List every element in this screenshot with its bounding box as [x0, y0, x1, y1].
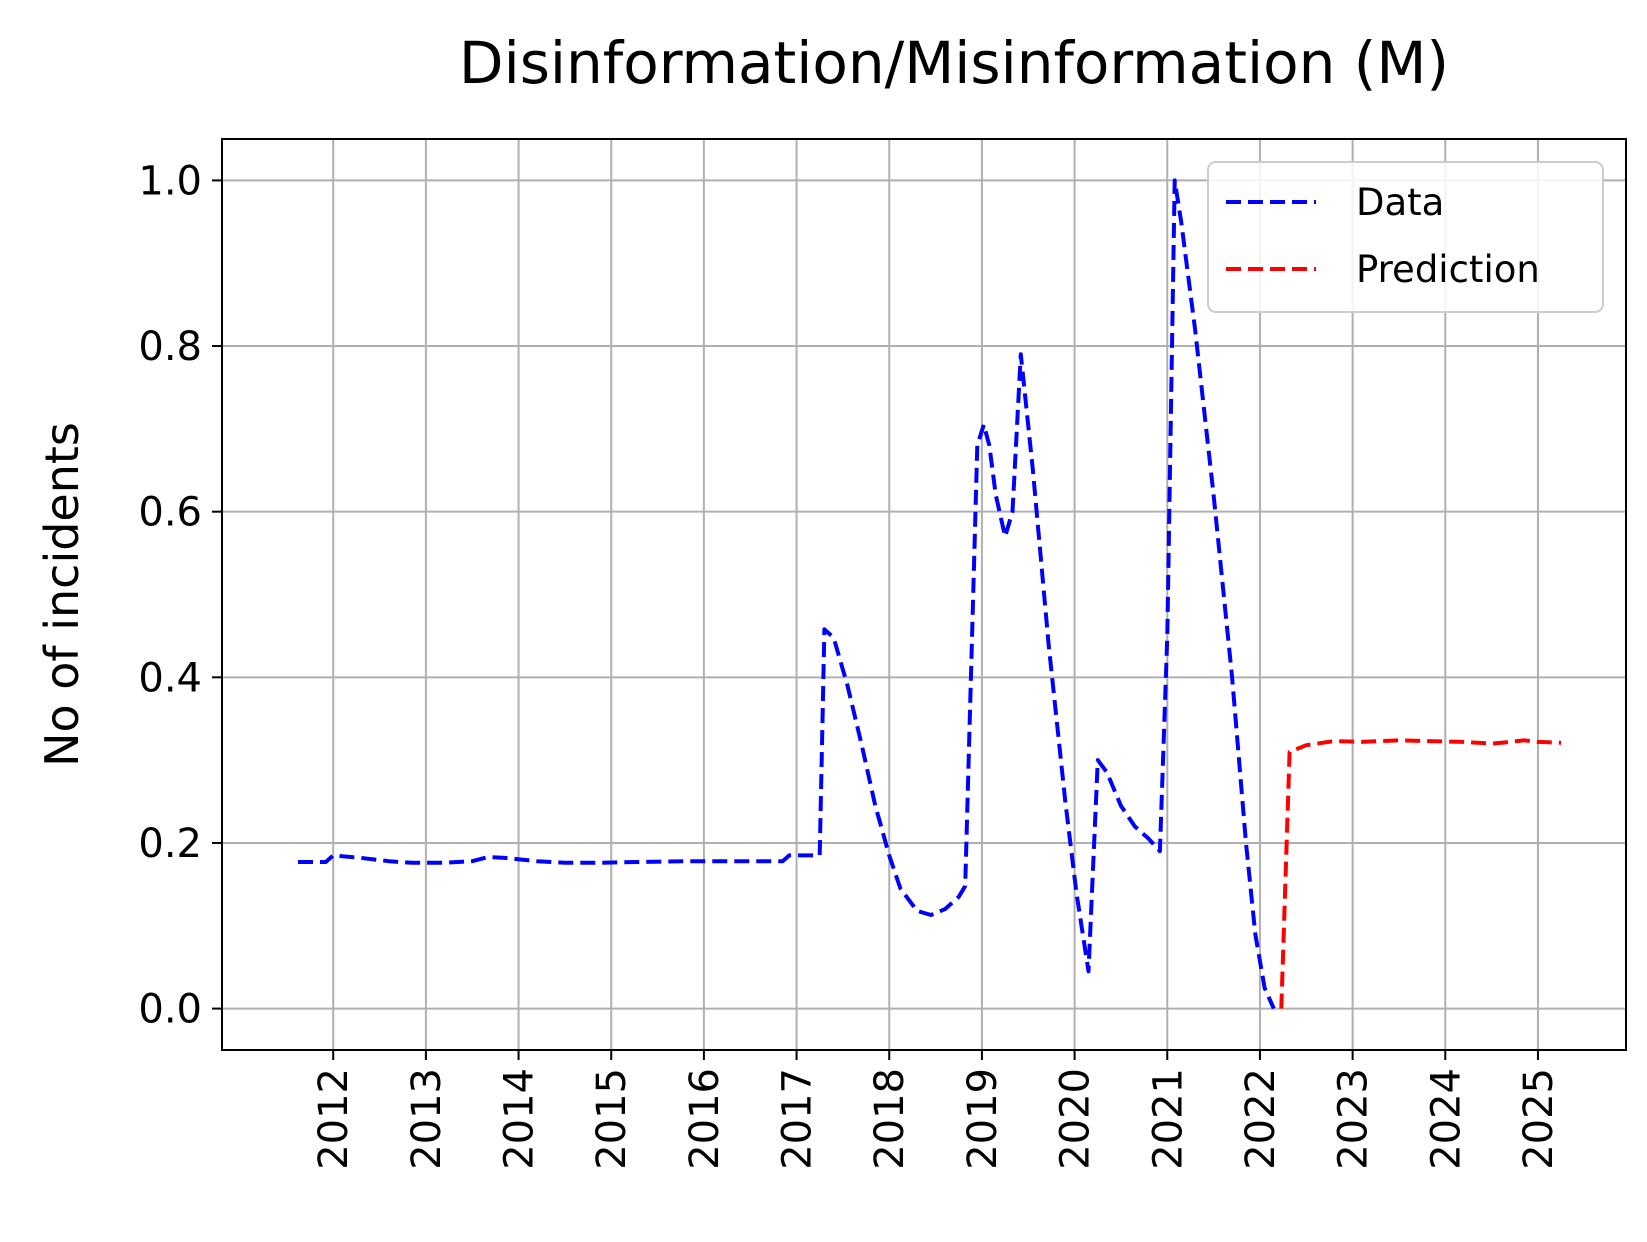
y-tick-label: 1.0 [138, 158, 202, 204]
chart-title: Disinformation/Misinformation (M) [459, 29, 1449, 97]
x-tick-label: 2018 [867, 1068, 913, 1170]
x-tick-label: 2023 [1331, 1068, 1377, 1170]
y-axis: 0.0 0.2 0.4 0.6 0.8 1.0 [138, 158, 222, 1033]
legend: Data Prediction [1207, 161, 1604, 313]
y-tick-label: 0.2 [138, 821, 202, 867]
x-tick-label: 2017 [775, 1068, 821, 1170]
series-line-prediction [1279, 738, 1562, 1009]
y-tick-label: 0.4 [138, 655, 202, 701]
plot-frame [221, 138, 1627, 1051]
x-tick-label: 2024 [1423, 1068, 1469, 1170]
legend-label-prediction: Prediction [1356, 248, 1540, 291]
y-tick-label: 0.0 [138, 987, 202, 1033]
y-tick-label: 0.8 [138, 324, 202, 370]
legend-label-data: Data [1356, 181, 1444, 224]
series-line-data [298, 178, 1276, 1010]
series-layer [298, 178, 1562, 1010]
x-tick-label: 2021 [1145, 1068, 1191, 1170]
x-tick-label: 2025 [1516, 1068, 1562, 1170]
y-axis-label: No of incidents [35, 422, 89, 767]
x-tick-label: 2014 [497, 1068, 543, 1170]
x-tick-label: 2012 [311, 1068, 357, 1170]
x-tick-label: 2019 [960, 1068, 1006, 1170]
x-tick-label: 2020 [1053, 1068, 1099, 1170]
x-axis: 2012 2013 2014 2015 2016 2017 2018 2019 2020 2021… [311, 1050, 1562, 1170]
legend-box [1207, 161, 1604, 313]
x-tick-label: 2016 [682, 1068, 728, 1170]
x-tick-label: 2022 [1238, 1068, 1284, 1170]
x-tick-label: 2013 [404, 1068, 450, 1170]
x-tick-label: 2015 [589, 1068, 635, 1170]
y-tick-label: 0.6 [138, 490, 202, 536]
